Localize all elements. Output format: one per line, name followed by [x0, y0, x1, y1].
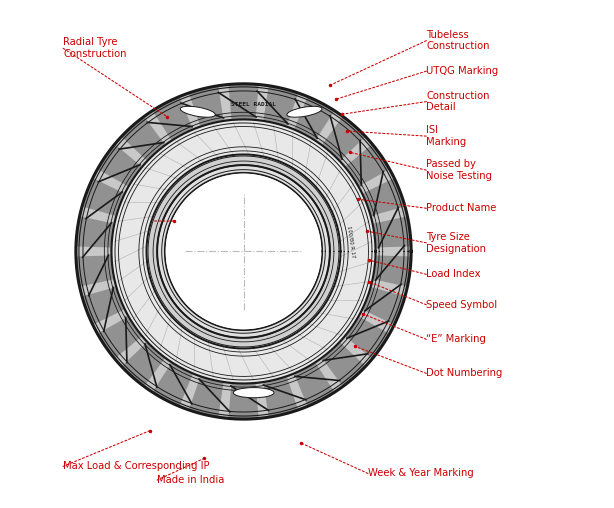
- Text: Manufacturer’s Name: Manufacturer’s Name: [155, 216, 263, 226]
- Polygon shape: [294, 97, 334, 140]
- Ellipse shape: [287, 106, 322, 117]
- Polygon shape: [77, 256, 114, 287]
- Polygon shape: [189, 377, 223, 417]
- Polygon shape: [122, 117, 165, 160]
- Text: Dot Numbering: Dot Numbering: [426, 368, 503, 378]
- Polygon shape: [228, 384, 258, 419]
- Polygon shape: [228, 84, 258, 119]
- Polygon shape: [363, 178, 405, 216]
- Text: Tubeless
Construction: Tubeless Construction: [426, 30, 490, 51]
- Text: Product Name: Product Name: [426, 203, 497, 213]
- Polygon shape: [98, 144, 141, 186]
- Text: “E” Marking: “E” Marking: [426, 334, 486, 344]
- Ellipse shape: [233, 388, 274, 398]
- Polygon shape: [363, 287, 405, 325]
- Circle shape: [165, 173, 322, 330]
- Polygon shape: [82, 178, 124, 216]
- Circle shape: [148, 156, 339, 347]
- Polygon shape: [122, 343, 165, 386]
- Text: Speed Symbol: Speed Symbol: [426, 300, 497, 310]
- Polygon shape: [82, 287, 124, 325]
- Polygon shape: [98, 317, 141, 359]
- Text: Made in India: Made in India: [157, 475, 225, 485]
- Polygon shape: [374, 256, 411, 287]
- Text: Load Index: Load Index: [426, 269, 481, 279]
- Text: Construction
Detail: Construction Detail: [426, 91, 490, 112]
- Circle shape: [148, 156, 339, 347]
- Ellipse shape: [181, 106, 216, 117]
- Circle shape: [76, 84, 411, 419]
- Polygon shape: [322, 117, 365, 160]
- Polygon shape: [77, 216, 114, 247]
- Circle shape: [157, 165, 330, 338]
- Polygon shape: [322, 343, 365, 386]
- Text: Week & Year Marking: Week & Year Marking: [368, 468, 474, 479]
- Text: 100/80 R 17: 100/80 R 17: [347, 225, 356, 258]
- Polygon shape: [346, 144, 389, 186]
- Text: Radial Tyre
Construction: Radial Tyre Construction: [63, 38, 126, 59]
- Polygon shape: [346, 317, 389, 359]
- Circle shape: [157, 165, 330, 338]
- Polygon shape: [263, 377, 298, 417]
- Text: Max Load & Corresponding IP: Max Load & Corresponding IP: [63, 461, 209, 471]
- Circle shape: [111, 119, 376, 384]
- Circle shape: [166, 174, 321, 329]
- Circle shape: [111, 119, 376, 384]
- Text: Tyre Size
Designation: Tyre Size Designation: [426, 232, 486, 253]
- Polygon shape: [263, 86, 298, 125]
- Polygon shape: [153, 363, 193, 406]
- Polygon shape: [153, 97, 193, 140]
- Text: STEEL RADIAL: STEEL RADIAL: [231, 102, 276, 107]
- Polygon shape: [374, 216, 411, 247]
- Text: UTQG Marking: UTQG Marking: [426, 66, 499, 76]
- Text: Passed by
Noise Testing: Passed by Noise Testing: [426, 160, 492, 181]
- Polygon shape: [189, 86, 223, 125]
- Text: ISI
Marking: ISI Marking: [426, 125, 467, 147]
- Polygon shape: [294, 363, 334, 406]
